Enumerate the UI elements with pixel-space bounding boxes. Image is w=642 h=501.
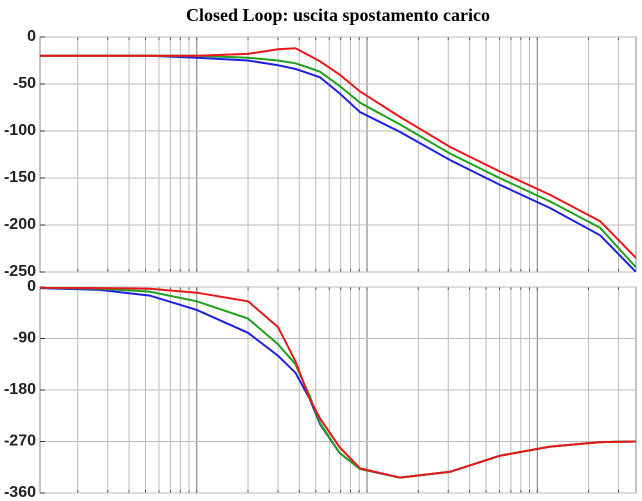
- y-tick-label: 0: [27, 278, 36, 295]
- series-line: [40, 287, 636, 479]
- series-line: [40, 54, 636, 272]
- y-tick-label: 0: [27, 28, 36, 45]
- y-tick-label: -250: [4, 263, 36, 280]
- y-tick-label: -150: [4, 169, 36, 186]
- y-tick-label: -100: [4, 122, 36, 139]
- y-tick-label: -360: [4, 484, 36, 501]
- series-group: [40, 287, 636, 479]
- plot-area: [39, 36, 637, 273]
- y-tick-label: -50: [13, 75, 36, 92]
- series-line: [40, 47, 636, 259]
- y-tick-label: -270: [4, 433, 36, 450]
- chart-title: Closed Loop: uscita spostamento carico: [186, 5, 490, 25]
- y-tick-label: -90: [13, 330, 36, 347]
- y-tick-label: -200: [4, 216, 36, 233]
- series-group: [40, 47, 636, 272]
- y-tick-label: -180: [4, 381, 36, 398]
